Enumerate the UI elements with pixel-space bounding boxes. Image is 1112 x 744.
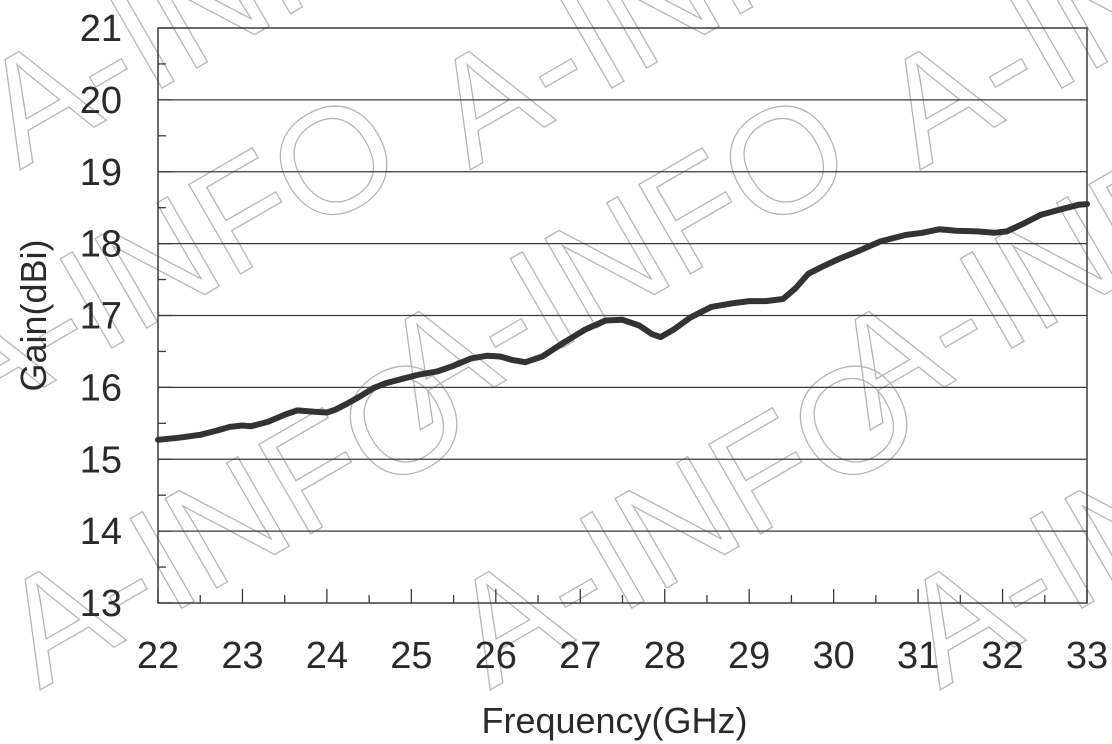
y-tick-label: 19 — [80, 152, 122, 194]
x-tick-label: 25 — [390, 635, 432, 677]
x-tick-label: 33 — [1066, 635, 1108, 677]
watermark-layer: A-INFOA-INFOA-INFOA-INFOA-INFOA-INFOA-IN… — [0, 0, 1112, 718]
x-axis-title: Frequency(GHz) — [481, 700, 747, 741]
plot-frame — [157, 27, 1088, 604]
y-tick-label: 21 — [80, 8, 122, 50]
x-tick-label: 29 — [728, 635, 770, 677]
y-tick-label: 18 — [80, 224, 122, 266]
x-tick-label: 32 — [981, 635, 1023, 677]
x-tick-label: 27 — [559, 635, 601, 677]
grid-layer — [158, 99, 1087, 532]
x-tick-label: 31 — [897, 635, 939, 677]
y-tick-label: 16 — [80, 367, 122, 409]
gain-line — [155, 201, 1090, 443]
y-axis-title: Gain(dBi) — [13, 239, 54, 391]
y-tick-label: 13 — [80, 583, 122, 625]
y-tick-label: 17 — [80, 296, 122, 338]
series-layer — [155, 201, 1090, 443]
x-tick-label: 22 — [137, 635, 179, 677]
x-tick-label: 30 — [812, 635, 854, 677]
x-tick-label: 24 — [306, 635, 348, 677]
label-layer: 22 23 24 25 26 27 28 29 30 31 32 33 13 14 15 16 17 18 19 20… — [80, 8, 1108, 677]
y-tick-label: 14 — [80, 511, 122, 553]
y-tick-label: 15 — [80, 439, 122, 481]
x-tick-label: 26 — [475, 635, 517, 677]
y-tick-label: 20 — [80, 80, 122, 122]
x-tick-label: 28 — [644, 635, 686, 677]
x-tick-label: 23 — [221, 635, 263, 677]
